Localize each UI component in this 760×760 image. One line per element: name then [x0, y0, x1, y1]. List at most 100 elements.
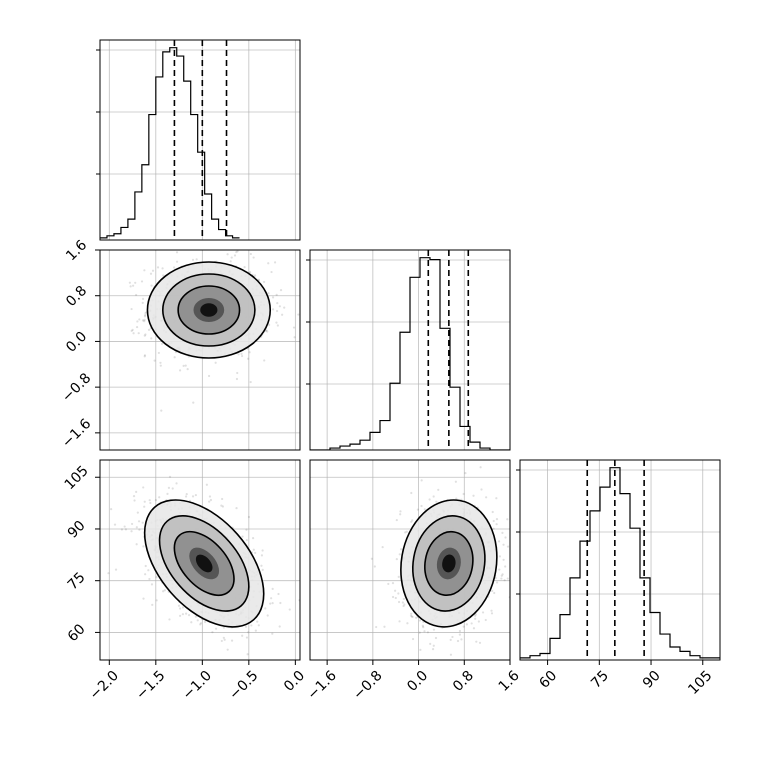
scatter-point [182, 364, 185, 367]
x-tick-label: −1.6 [305, 668, 340, 703]
scatter-point [130, 522, 134, 526]
histogram-steps-0 [100, 47, 240, 239]
scatter-point [462, 492, 465, 496]
scatter-point [166, 492, 169, 495]
scatter-point [173, 356, 176, 359]
scatter-point [506, 577, 509, 580]
scatter-point [120, 528, 124, 531]
scatter-point [144, 333, 147, 336]
scatter-point [406, 622, 409, 625]
scatter-point [432, 495, 435, 498]
density-panel-content [100, 460, 300, 660]
x-tick-label: 0.8 [450, 668, 477, 695]
scatter-point [276, 302, 279, 305]
scatter-point [181, 606, 185, 609]
scatter-point [233, 254, 237, 257]
x-tick-label: 0.0 [404, 668, 431, 695]
scatter-point [137, 520, 141, 523]
scatter-point [248, 351, 251, 354]
scatter-point [270, 270, 273, 274]
density-core [200, 303, 218, 317]
scatter-point [247, 357, 250, 360]
scatter-point [399, 513, 402, 516]
scatter-point [432, 644, 435, 647]
scatter-point [398, 620, 401, 623]
scatter-point [266, 330, 269, 333]
scatter-point [214, 361, 217, 364]
scatter-point [437, 488, 440, 491]
scatter-point [397, 592, 400, 595]
scatter-point [500, 574, 503, 577]
scatter-point [271, 632, 274, 635]
y-tick-label: −0.8 [59, 370, 94, 405]
scatter-point [410, 520, 413, 523]
scatter-point [135, 543, 138, 546]
scatter-point [132, 332, 135, 335]
scatter-point [275, 321, 278, 324]
scatter-point [263, 359, 266, 362]
contour-line-2 [424, 530, 474, 596]
scatter-point [134, 281, 137, 284]
scatter-point [133, 499, 136, 502]
scatter-point [254, 551, 257, 554]
density-panel-2 [309, 459, 511, 661]
scatter-point [235, 377, 239, 381]
scatter-point [143, 334, 146, 337]
scatter-point [167, 486, 171, 489]
scatter-point [205, 483, 208, 486]
scatter-point [208, 500, 211, 503]
scatter-point [175, 251, 179, 254]
scatter-point [271, 602, 274, 605]
scatter-point [175, 482, 178, 485]
scatter-point [260, 554, 264, 557]
scatter-point [135, 325, 139, 329]
scatter-point [449, 653, 453, 656]
scatter-point [422, 626, 425, 629]
x-tick-label: −0.5 [226, 668, 261, 703]
scatter-point [147, 328, 151, 332]
scatter-point [504, 565, 507, 568]
scatter-point [418, 631, 421, 634]
scatter-point [270, 597, 273, 600]
scatter-point [268, 323, 271, 326]
scatter-point [236, 250, 239, 253]
scatter-point [123, 525, 126, 528]
scatter-point [410, 615, 413, 618]
scatter-point [245, 528, 248, 531]
scatter-point [277, 592, 280, 596]
scatter-point [235, 250, 238, 254]
contour-line-2 [173, 530, 235, 596]
scatter-point [410, 491, 413, 495]
panel-frame [309, 249, 511, 451]
scatter-point [502, 543, 505, 546]
scatter-point [199, 622, 203, 625]
scatter-point [404, 531, 407, 534]
scatter-point [162, 274, 165, 277]
scatter-point [250, 624, 253, 627]
x-tick-label: −2.0 [87, 668, 122, 703]
scatter-point [161, 267, 164, 270]
scatter-point [391, 595, 395, 599]
scatter-point [159, 364, 162, 367]
scatter-point [244, 625, 248, 628]
scatter-point [495, 497, 498, 500]
scatter-point [130, 530, 133, 533]
y-tick-label: −1.6 [59, 416, 94, 451]
scatter-point [405, 530, 408, 533]
scatter-point [252, 256, 255, 259]
scatter-point [168, 475, 172, 478]
scatter-point [144, 314, 147, 317]
scatter-point [395, 558, 398, 561]
scatter-point [269, 602, 272, 605]
scatter-point [240, 352, 243, 355]
histogram-panel-0 [96, 39, 301, 241]
scatter-point [138, 528, 141, 531]
scatter-point [142, 545, 145, 548]
y-tick-label: 1.6 [63, 237, 90, 264]
y-tick-label: 75 [65, 569, 89, 593]
scatter-point [153, 359, 156, 362]
scatter-point [144, 564, 147, 568]
y-tick-label: 0.8 [63, 283, 90, 310]
scatter-point [283, 306, 286, 309]
scatter-point [449, 638, 452, 642]
